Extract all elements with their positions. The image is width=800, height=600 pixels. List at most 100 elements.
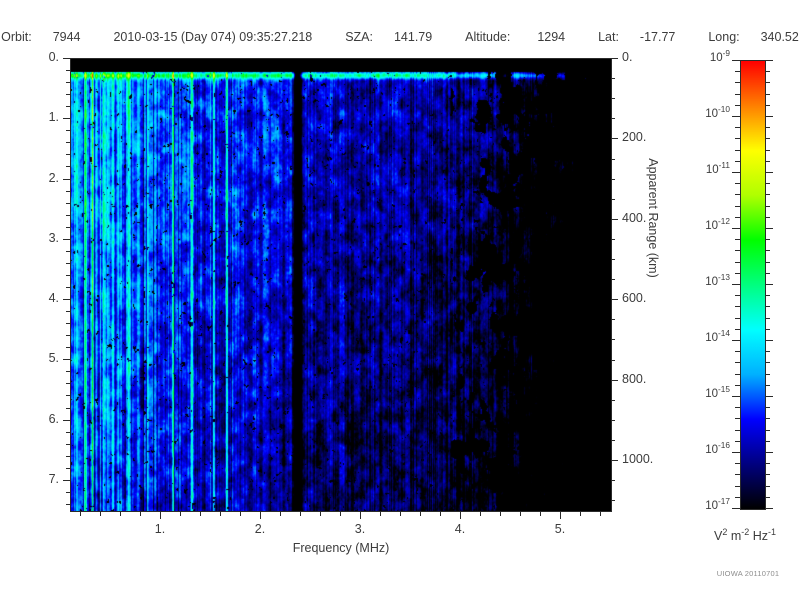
y-left-tick-label: 2.	[48, 170, 59, 185]
y-right-minor-tick	[611, 440, 615, 441]
colorbar-minor-tick	[735, 150, 740, 151]
y-left-minor-tick	[66, 142, 70, 143]
x-minor-tick	[500, 512, 501, 516]
colorbar-minor-tick	[735, 94, 740, 95]
y-right-minor-tick	[611, 480, 615, 481]
y-right-minor-tick	[611, 159, 615, 160]
y-left-minor-tick	[66, 275, 70, 276]
colorbar-major-tick	[765, 172, 773, 173]
colorbar-major-tick	[765, 452, 773, 453]
y-left-minor-tick	[66, 106, 70, 107]
y-left-minor-tick	[66, 94, 70, 95]
colorbar-minor-tick	[735, 250, 740, 251]
x-major-tick	[460, 512, 461, 519]
x-minor-tick	[440, 512, 441, 516]
colorbar-major-tick	[765, 60, 773, 61]
x-minor-tick	[400, 512, 401, 516]
orbit-value: 7944	[52, 30, 81, 44]
colorbar-minor-tick	[735, 351, 740, 352]
colorbar-minor-tick	[735, 217, 740, 218]
x-minor-tick	[100, 512, 101, 516]
y-left-minor-tick	[66, 432, 70, 433]
colorbar-minor-tick	[765, 183, 770, 184]
plot-header: Orbit: 7944 2010-03-15 (Day 074) 09:35:2…	[0, 30, 800, 44]
y-right-tick-label: 200.	[622, 130, 647, 145]
y-right-minor-tick	[611, 360, 615, 361]
x-major-tick	[260, 512, 261, 519]
colorbar-minor-tick	[765, 250, 770, 251]
sza-label: SZA:	[345, 30, 373, 44]
colorbar-major-tick	[732, 396, 740, 397]
colorbar-major-tick	[765, 228, 773, 229]
x-minor-tick	[120, 512, 121, 516]
x-axis-title: Frequency (MHz)	[292, 541, 390, 555]
x-tick-label: 1.	[154, 522, 166, 536]
colorbar-minor-tick	[765, 71, 770, 72]
colorbar	[740, 60, 766, 510]
y-left-minor-tick	[66, 203, 70, 204]
y-left-minor-tick	[66, 227, 70, 228]
y-right-tick-label: 0.	[622, 50, 633, 64]
colorbar-minor-tick	[765, 94, 770, 95]
x-tick-label: 3.	[354, 522, 366, 536]
y-left-major-tick	[63, 420, 70, 421]
y-right-tick-label: 1000.	[622, 452, 654, 467]
latitude-label: Lat:	[598, 30, 619, 44]
y-right-minor-tick	[611, 339, 615, 340]
y-left-minor-tick	[66, 166, 70, 167]
y-left-minor-tick	[66, 323, 70, 324]
colorbar-minor-tick	[765, 374, 770, 375]
y-right-minor-tick	[611, 319, 615, 320]
y-axis-right-title: Apparent Range (km)	[646, 158, 660, 278]
y-left-minor-tick	[66, 287, 70, 288]
altitude-label: Altitude:	[465, 30, 511, 44]
colorbar-minor-tick	[765, 161, 770, 162]
colorbar-major-tick	[765, 284, 773, 285]
orbit-label: Orbit:	[1, 30, 32, 44]
y-left-minor-tick	[66, 251, 70, 252]
institution-watermark: UIOWA 20110701	[716, 569, 780, 578]
y-left-minor-tick	[66, 504, 70, 505]
colorbar-minor-tick	[735, 407, 740, 408]
colorbar-minor-tick	[735, 161, 740, 162]
y-right-major-tick	[611, 380, 618, 381]
colorbar-minor-tick	[735, 306, 740, 307]
colorbar-minor-tick	[735, 430, 740, 431]
colorbar-major-tick	[732, 340, 740, 341]
y-left-major-tick	[63, 299, 70, 300]
x-minor-tick	[540, 512, 541, 516]
colorbar-minor-tick	[735, 385, 740, 386]
colorbar-minor-tick	[735, 183, 740, 184]
colorbar-major-tick	[732, 508, 740, 509]
colorbar-major-tick	[732, 60, 740, 61]
colorbar-minor-tick	[735, 362, 740, 363]
x-minor-tick	[280, 512, 281, 516]
colorbar-tick-label: 10-17	[705, 497, 730, 512]
x-major-tick	[560, 512, 561, 519]
y-right-minor-tick	[611, 118, 615, 119]
y-left-minor-tick	[66, 371, 70, 372]
y-left-minor-tick	[66, 456, 70, 457]
y-left-minor-tick	[66, 215, 70, 216]
x-minor-tick	[320, 512, 321, 516]
x-minor-tick	[600, 512, 601, 516]
y-right-tick-label: 800.	[622, 371, 647, 386]
latitude-value: -17.77	[639, 30, 676, 44]
x-minor-tick	[420, 512, 421, 516]
y-right-minor-tick	[611, 78, 615, 79]
x-minor-tick	[80, 512, 81, 516]
x-minor-tick	[480, 512, 481, 516]
colorbar-minor-tick	[765, 262, 770, 263]
y-left-tick-label: 0.	[48, 50, 59, 64]
colorbar-tick-label: 10-13	[705, 273, 730, 288]
spectrogram-plot-area	[70, 58, 612, 512]
colorbar-minor-tick	[765, 418, 770, 419]
colorbar-major-tick	[732, 116, 740, 117]
colorbar-minor-tick	[765, 273, 770, 274]
colorbar-tick-label: 10-16	[705, 441, 730, 456]
observation-datetime: 2010-03-15 (Day 074) 09:35:27.218	[113, 30, 313, 44]
colorbar-minor-tick	[765, 306, 770, 307]
colorbar-minor-tick	[765, 351, 770, 352]
y-left-minor-tick	[66, 347, 70, 348]
y-left-tick-label: 7.	[48, 471, 59, 486]
